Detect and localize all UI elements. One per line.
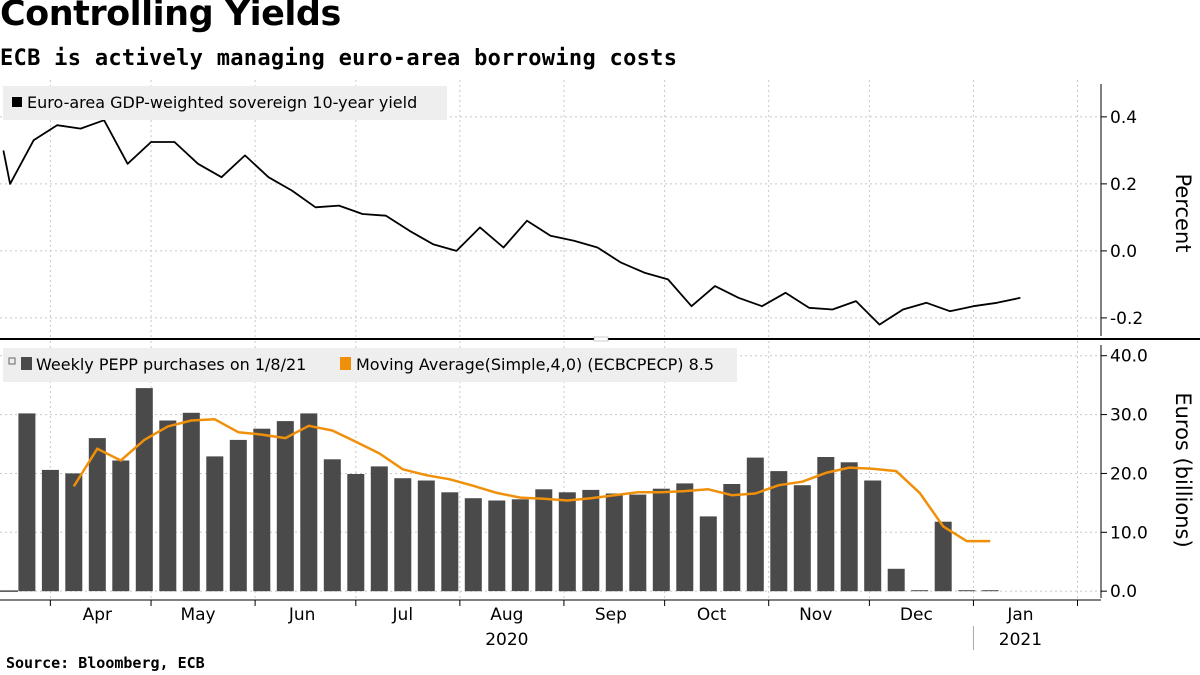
yield-legend-swatch bbox=[12, 97, 22, 107]
pepp-bar bbox=[229, 439, 247, 592]
axis-layer: 0.4 0.2 0.0 -0.2 40.0 30.0 20.0 10.0 0.0 Apr May Ju… bbox=[0, 84, 1148, 650]
pepp-y-tick-label: 0.0 bbox=[1110, 582, 1137, 602]
year-label: 2021 bbox=[999, 630, 1042, 650]
yield-line bbox=[2, 119, 1021, 326]
pepp-bar bbox=[817, 457, 835, 592]
month-label: Aug bbox=[490, 605, 523, 625]
yield-y-tick-label: 0.4 bbox=[1110, 108, 1137, 128]
pepp-bar bbox=[887, 568, 905, 592]
year-label: 2020 bbox=[485, 630, 528, 650]
pepp-bar bbox=[864, 480, 882, 592]
pepp-bar bbox=[417, 480, 435, 592]
pepp-bar bbox=[652, 488, 670, 592]
pepp-bar bbox=[441, 492, 459, 592]
chart-title: Controlling Yields bbox=[0, 0, 341, 34]
yield-y-tick-label: 0.0 bbox=[1110, 242, 1137, 262]
pepp-bar bbox=[511, 499, 529, 592]
pepp-bar bbox=[464, 498, 482, 592]
pepp-bar bbox=[582, 489, 600, 592]
pepp-bar bbox=[676, 483, 694, 592]
pepp-bar bbox=[135, 388, 153, 592]
pepp-bar bbox=[159, 420, 177, 592]
pepp-legend-label: Weekly PEPP purchases on 1/8/21 bbox=[36, 355, 306, 374]
pepp-bar bbox=[370, 466, 388, 592]
pepp-bar bbox=[958, 590, 976, 592]
bars-layer bbox=[0, 388, 999, 592]
pepp-bar bbox=[323, 459, 341, 592]
pepp-bar bbox=[88, 438, 106, 592]
pepp-bar bbox=[488, 500, 506, 592]
ma-legend-label: Moving Average(Simple,4,0) (ECBCPECP) 8.… bbox=[356, 355, 714, 374]
month-label: Jun bbox=[288, 605, 316, 625]
pepp-bar bbox=[394, 478, 412, 592]
collapse-icon[interactable] bbox=[8, 357, 16, 365]
pepp-bar bbox=[911, 590, 929, 592]
pepp-bar bbox=[300, 413, 318, 592]
yield-y-tick-label: -0.2 bbox=[1110, 309, 1143, 329]
pepp-bar bbox=[253, 428, 271, 592]
month-label: Jul bbox=[392, 605, 414, 625]
pepp-bar bbox=[18, 413, 36, 592]
pepp-bar bbox=[112, 460, 130, 592]
yield-legend-box bbox=[3, 86, 447, 120]
pepp-bar bbox=[182, 412, 200, 592]
yield-legend-label: Euro-area GDP-weighted sovereign 10-year… bbox=[27, 93, 417, 112]
pepp-bar bbox=[558, 492, 576, 592]
month-label: Oct bbox=[697, 605, 727, 625]
ma-legend-swatch bbox=[340, 357, 351, 370]
pepp-y-tick-label: 40.0 bbox=[1110, 347, 1148, 367]
pepp-bar bbox=[347, 474, 365, 592]
pepp-bar bbox=[206, 456, 224, 592]
month-label: Dec bbox=[900, 605, 933, 625]
month-label: Sep bbox=[595, 605, 627, 625]
pepp-bar bbox=[934, 521, 952, 592]
pepp-bar bbox=[793, 485, 811, 592]
pepp-y-tick-label: 20.0 bbox=[1110, 464, 1148, 484]
lines-layer bbox=[2, 119, 1021, 543]
yield-y-tick-label: 0.2 bbox=[1110, 175, 1137, 195]
pepp-legend-swatch bbox=[21, 357, 32, 370]
pepp-bar bbox=[65, 473, 83, 592]
chart-subtitle: ECB is actively managing euro-area borro… bbox=[0, 46, 678, 71]
pepp-axis-title: Euros (billions) bbox=[1171, 392, 1195, 547]
pepp-bar bbox=[699, 516, 717, 592]
moving-average-line bbox=[72, 418, 991, 543]
pepp-bar bbox=[276, 421, 294, 592]
pepp-y-tick-label: 30.0 bbox=[1110, 406, 1148, 426]
panel-resize-handle[interactable] bbox=[593, 336, 609, 342]
month-label: May bbox=[180, 605, 215, 625]
pepp-legend-box bbox=[3, 348, 737, 382]
pepp-bar bbox=[840, 462, 858, 592]
pepp-bar bbox=[605, 493, 623, 592]
pepp-bar bbox=[41, 469, 59, 592]
pepp-bar bbox=[535, 489, 553, 592]
pepp-bar bbox=[981, 590, 999, 592]
source-note: Source: Bloomberg, ECB bbox=[6, 654, 205, 672]
month-label: Nov bbox=[799, 605, 832, 625]
month-label: Jan bbox=[1006, 605, 1033, 625]
pepp-y-tick-label: 10.0 bbox=[1110, 523, 1148, 543]
month-label: Apr bbox=[83, 605, 112, 625]
pepp-bar bbox=[746, 457, 764, 592]
pepp-bar bbox=[723, 484, 741, 592]
pepp-bar bbox=[770, 471, 788, 592]
yield-axis-title: Percent bbox=[1171, 173, 1195, 252]
pepp-bar bbox=[629, 494, 647, 592]
